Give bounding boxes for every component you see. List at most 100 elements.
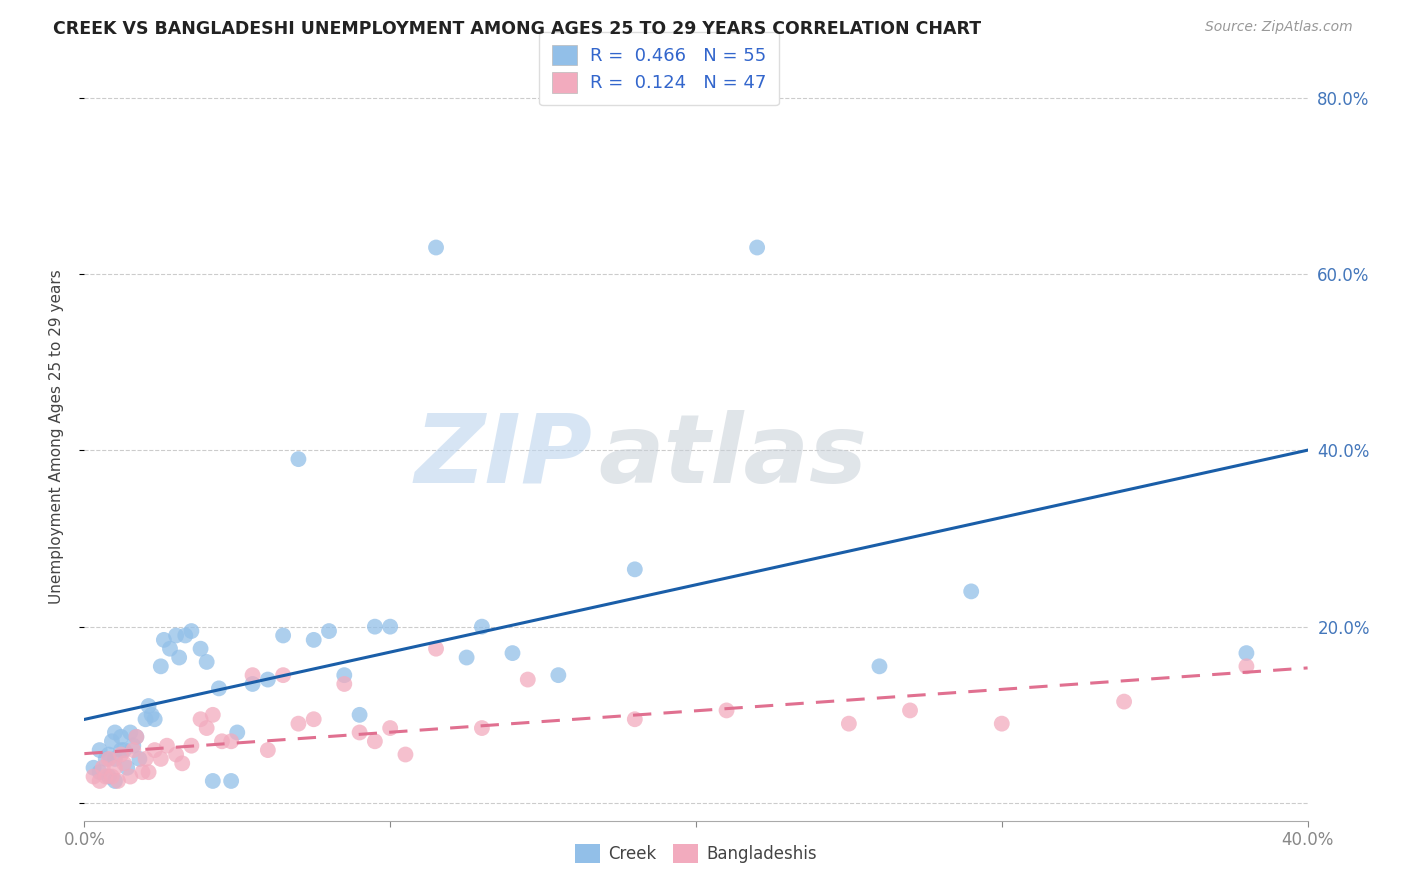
Point (180, 739, 202, 753)
Point (112, 756, 135, 771)
Point (271, 668, 294, 682)
Point (110, 730, 132, 744)
Point (219, 774, 242, 789)
Point (120, 725, 142, 739)
Point (143, 743, 166, 757)
Point (838, 716, 860, 731)
Point (112, 743, 135, 757)
Point (110, 743, 132, 757)
Point (302, 632, 325, 647)
Point (211, 734, 233, 748)
Point (257, 743, 280, 757)
Point (149, 659, 172, 673)
Point (89, 774, 111, 789)
Text: ZIP: ZIP (415, 409, 592, 503)
Point (471, 620, 494, 634)
Point (174, 628, 197, 642)
Point (125, 730, 148, 744)
Text: Source: ZipAtlas.com: Source: ZipAtlas.com (1205, 20, 1353, 34)
Point (242, 668, 264, 682)
Point (190, 712, 212, 726)
Point (302, 712, 325, 726)
Point (333, 668, 356, 682)
Point (115, 761, 138, 775)
Point (135, 752, 157, 766)
Point (83, 761, 105, 775)
Point (94, 752, 117, 766)
Point (716, 703, 738, 717)
Point (242, 677, 264, 691)
Point (83, 770, 105, 784)
Point (122, 739, 145, 753)
Point (456, 650, 478, 665)
Point (547, 668, 569, 682)
Text: CREEK VS BANGLADESHI UNEMPLOYMENT AMONG AGES 25 TO 29 YEARS CORRELATION CHART: CREEK VS BANGLADESHI UNEMPLOYMENT AMONG … (53, 20, 981, 37)
Point (190, 641, 212, 656)
Point (380, 620, 402, 634)
Point (502, 646, 524, 660)
Point (380, 721, 402, 735)
Point (101, 770, 124, 784)
Point (94, 770, 117, 784)
Point (287, 716, 309, 731)
Point (104, 725, 127, 739)
Point (898, 703, 921, 717)
Point (122, 743, 145, 757)
Y-axis label: Unemployment Among Ages 25 to 29 years: Unemployment Among Ages 25 to 29 years (49, 269, 63, 605)
Point (624, 562, 647, 576)
Point (425, 641, 447, 656)
Point (195, 721, 218, 735)
Point (201, 707, 224, 722)
Point (153, 632, 176, 647)
Point (364, 734, 387, 748)
Point (201, 774, 224, 789)
Text: atlas: atlas (598, 409, 868, 503)
Point (180, 624, 202, 638)
Point (149, 752, 172, 766)
Point (349, 707, 371, 722)
Point (141, 707, 163, 722)
Point (1236, 659, 1258, 673)
Point (156, 739, 179, 753)
Point (89, 743, 111, 757)
Point (1236, 646, 1258, 660)
Point (138, 765, 160, 780)
Point (89, 765, 111, 780)
Point (91, 761, 114, 775)
Point (135, 712, 157, 726)
Point (349, 725, 371, 739)
Point (104, 774, 127, 789)
Point (1114, 695, 1136, 709)
Point (104, 752, 127, 766)
Point (394, 747, 416, 762)
Point (110, 747, 132, 762)
Point (167, 650, 190, 665)
Point (318, 624, 340, 638)
Point (97, 770, 120, 784)
Point (333, 677, 356, 691)
Point (226, 725, 249, 739)
Point (97, 747, 120, 762)
Point (425, 240, 447, 254)
Point (107, 774, 129, 789)
Point (747, 240, 769, 254)
Point (471, 721, 494, 735)
Point (624, 712, 647, 726)
Point (208, 681, 231, 696)
Point (131, 765, 153, 780)
Point (960, 584, 983, 599)
Point (120, 770, 142, 784)
Point (128, 752, 150, 766)
Point (165, 628, 187, 642)
Point (257, 673, 280, 687)
Point (97, 752, 120, 766)
Point (165, 747, 187, 762)
Point (991, 716, 1014, 731)
Point (172, 756, 194, 771)
Point (364, 620, 387, 634)
Point (195, 655, 218, 669)
Point (101, 734, 124, 748)
Point (143, 712, 166, 726)
Point (869, 659, 891, 673)
Point (516, 673, 538, 687)
